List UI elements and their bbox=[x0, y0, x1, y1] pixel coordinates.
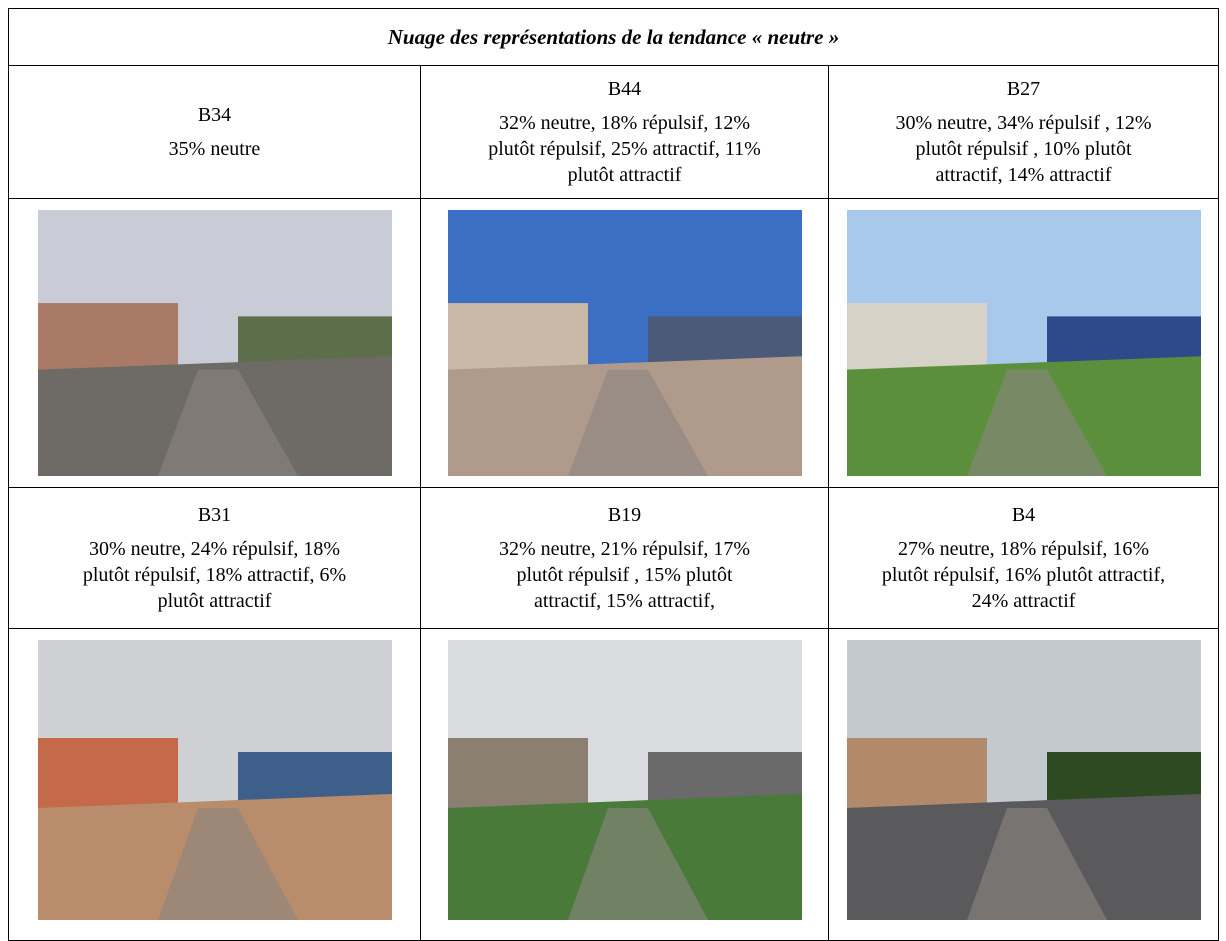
photo bbox=[37, 640, 392, 920]
percentages-line: 27% neutre, 18% répulsif, 16% bbox=[897, 538, 1150, 560]
percentages-line: plutôt répulsif, 18% attractif, 6% bbox=[82, 564, 347, 586]
text-cell: B19 32% neutre, 21% répulsif, 17% plutôt r… bbox=[420, 487, 829, 629]
site-code: B34 bbox=[197, 104, 232, 126]
photo bbox=[846, 640, 1201, 920]
site-code: B27 bbox=[1006, 78, 1041, 100]
percentages-line: plutôt répulsif, 25% attractif, 11% bbox=[488, 138, 761, 160]
percentages-line: plutôt répulsif, 16% plutôt attractif, bbox=[881, 564, 1166, 586]
percentages-line: 32% neutre, 21% répulsif, 17% bbox=[498, 538, 751, 560]
percentages-line: 32% neutre, 18% répulsif, 12% bbox=[498, 112, 751, 134]
text-cell: B4 27% neutre, 18% répulsif, 16% plutôt ré… bbox=[827, 487, 1220, 629]
percentages-line: plutôt attractif bbox=[157, 590, 272, 612]
text-cell: B44 32% neutre, 18% répulsif, 12% plutôt r… bbox=[420, 65, 829, 199]
site-code: B4 bbox=[1011, 504, 1036, 526]
percentages-line: 30% neutre, 34% répulsif , 12% bbox=[895, 112, 1152, 134]
image-cell bbox=[420, 628, 829, 941]
photo bbox=[846, 210, 1201, 476]
percentages-line: plutôt attractif bbox=[567, 164, 682, 186]
representation-table: Nuage des représentations de la tendance… bbox=[7, 8, 1220, 941]
percentages-line: attractif, 14% attractif bbox=[935, 164, 1112, 186]
image-cell bbox=[827, 628, 1220, 941]
image-cell bbox=[827, 198, 1220, 488]
photo bbox=[447, 640, 802, 920]
photo bbox=[37, 210, 392, 476]
page: Nuage des représentations de la tendance… bbox=[7, 8, 1220, 941]
percentages-line: plutôt répulsif , 10% plutôt bbox=[915, 138, 1132, 160]
percentages-line: 24% attractif bbox=[971, 590, 1076, 612]
text-cell: B34 35% neutre bbox=[8, 65, 421, 199]
site-code: B31 bbox=[197, 504, 232, 526]
site-code: B44 bbox=[607, 78, 642, 100]
text-cell: B31 30% neutre, 24% répulsif, 18% plutôt r… bbox=[8, 487, 421, 629]
text-cell: B27 30% neutre, 34% répulsif , 12% plutôt … bbox=[827, 65, 1220, 199]
site-code: B19 bbox=[607, 504, 642, 526]
image-cell bbox=[8, 628, 421, 941]
photo bbox=[447, 210, 802, 476]
image-cell bbox=[420, 198, 829, 488]
table-title: Nuage des représentations de la tendance… bbox=[7, 8, 1220, 66]
percentages-line: 35% neutre bbox=[168, 138, 261, 160]
percentages-line: attractif, 15% attractif, bbox=[533, 590, 715, 612]
image-cell bbox=[8, 198, 421, 488]
percentages-line: plutôt répulsif , 15% plutôt bbox=[516, 564, 733, 586]
percentages-line: 30% neutre, 24% répulsif, 18% bbox=[88, 538, 341, 560]
